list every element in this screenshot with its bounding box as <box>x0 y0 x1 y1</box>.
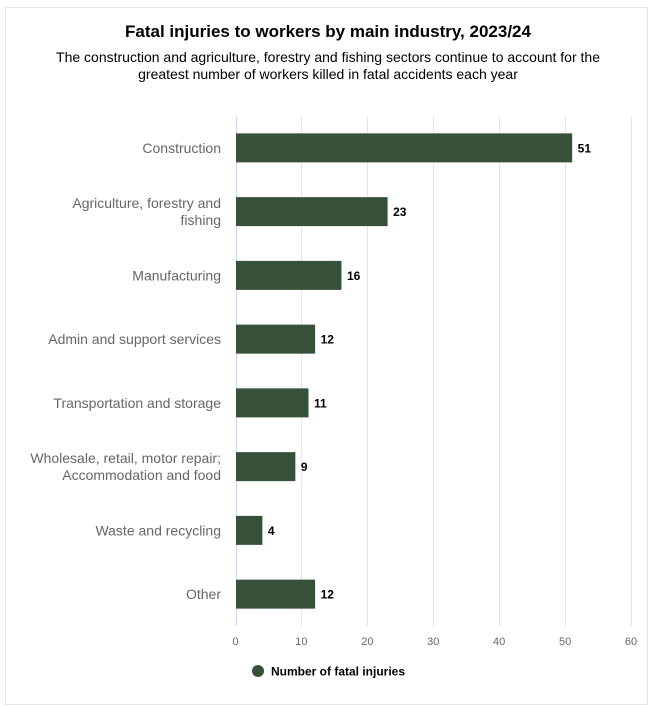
bar[interactable] <box>236 579 316 609</box>
category-label: Construction <box>142 140 221 156</box>
chart-frame <box>5 7 648 705</box>
legend[interactable]: Number of fatal injuries <box>252 665 405 679</box>
chart-subtitle: The construction and agriculture, forest… <box>56 49 600 82</box>
bar[interactable] <box>236 197 388 227</box>
category-label: Wholesale, retail, motor repair; Accommod… <box>30 450 221 483</box>
category-labels: Construction Agriculture, forestry and fis… <box>30 140 221 602</box>
x-tick-label: 20 <box>361 636 373 648</box>
bar[interactable] <box>236 324 316 354</box>
data-label: 11 <box>314 396 327 410</box>
bar[interactable] <box>236 515 263 545</box>
x-axis-ticks: 0 10 20 30 40 50 60 <box>232 636 637 648</box>
data-labels: 51 23 16 12 11 9 4 12 <box>268 141 591 601</box>
x-tick-label: 60 <box>625 636 637 648</box>
category-label: Transportation and storage <box>53 395 221 411</box>
x-tick-label: 30 <box>427 636 439 648</box>
x-tick-label: 40 <box>493 636 505 648</box>
category-label: Manufacturing <box>132 267 221 283</box>
x-tick-label: 50 <box>559 636 571 648</box>
data-label: 9 <box>301 460 308 474</box>
category-label: Agriculture, forestry and fishing <box>72 195 221 228</box>
data-label: 12 <box>321 333 335 347</box>
category-label: Other <box>186 586 221 602</box>
legend-label[interactable]: Number of fatal injuries <box>271 665 405 679</box>
bar[interactable] <box>236 260 342 290</box>
bar[interactable] <box>236 452 296 482</box>
x-tick-label: 0 <box>232 636 238 648</box>
category-label: Admin and support services <box>48 331 221 347</box>
legend-marker-icon <box>252 665 264 677</box>
bars <box>236 133 573 609</box>
category-label: Waste and recycling <box>95 522 221 538</box>
x-tick-label: 10 <box>295 636 307 648</box>
bar[interactable] <box>236 388 309 418</box>
data-label: 4 <box>268 524 275 538</box>
data-label: 16 <box>347 269 361 283</box>
gridlines <box>236 116 632 626</box>
chart-title: Fatal injuries to workers by main indust… <box>125 22 531 41</box>
bar[interactable] <box>236 133 573 163</box>
data-label: 12 <box>321 588 335 602</box>
data-label: 51 <box>578 141 592 155</box>
data-label: 23 <box>393 205 407 219</box>
